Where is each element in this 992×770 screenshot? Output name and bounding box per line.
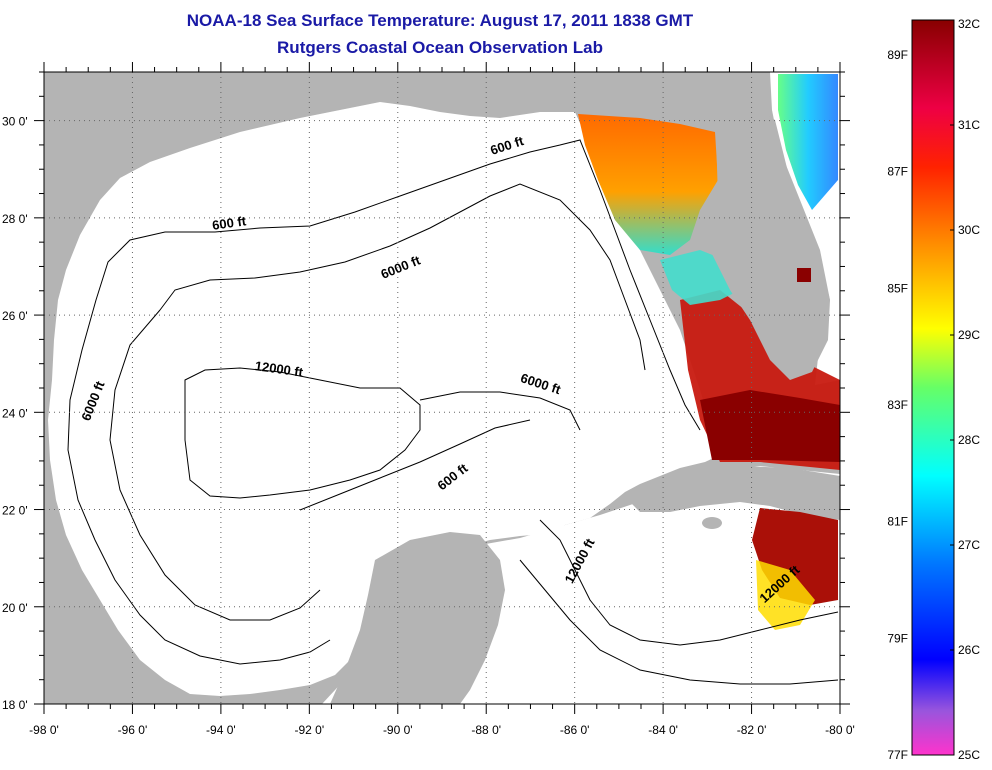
x-tick-label: -92 0' [295, 723, 325, 737]
colorbar-fahrenheit-label: 87F [887, 165, 908, 179]
bathymetry-contours [67, 139, 839, 685]
colorbar-fahrenheit-label: 85F [887, 281, 908, 295]
x-tick-label: -84 0' [648, 723, 678, 737]
colorbar-fahrenheit-label: 83F [887, 398, 908, 412]
map-title: NOAA-18 Sea Surface Temperature: August … [186, 11, 694, 30]
x-axis-labels: -98 0' -96 0' -94 0' -92 0' -90 0' -88 0' -86 … [29, 723, 855, 737]
contour-12000ft [184, 367, 839, 685]
colorbar-fahrenheit-label: 77F [887, 748, 908, 762]
colorbar-celsius-label: 27C [958, 538, 980, 552]
x-tick-label: -96 0' [118, 723, 148, 737]
map-subtitle: Rutgers Coastal Ocean Observation Lab [277, 38, 603, 57]
colorbar-celsius-labels: 32C 31C 30C 29C 28C 27C 26C 25C [950, 17, 980, 762]
colorbar-fahrenheit-labels: 89F 87F 85F 83F 81F 79F 77F [887, 48, 908, 762]
isle-of-youth [702, 517, 722, 529]
axis-ticks [34, 62, 850, 714]
yucatan-land [330, 532, 505, 704]
colorbar-celsius-label: 28C [958, 433, 980, 447]
colorbar-fahrenheit-label: 79F [887, 631, 908, 645]
x-tick-label: -82 0' [737, 723, 767, 737]
colorbar-celsius-label: 32C [958, 17, 980, 31]
x-tick-label: -90 0' [383, 723, 413, 737]
colorbar-celsius-label: 25C [958, 748, 980, 762]
y-tick-label: 30 0' [2, 115, 28, 129]
colorbar-fahrenheit-label: 89F [887, 48, 908, 62]
contour-600ft [67, 139, 701, 665]
x-tick-label: -80 0' [825, 723, 855, 737]
grid-lines [44, 72, 840, 704]
x-tick-label: -98 0' [29, 723, 59, 737]
y-tick-label: 18 0' [2, 698, 28, 712]
contour-6000ft [109, 183, 646, 621]
contour-label: 600 ft [211, 213, 247, 233]
colorbar-celsius-label: 30C [958, 223, 980, 237]
colorbar [911, 19, 955, 756]
gulf-water [48, 102, 720, 696]
y-axis-labels: 18 0' 20 0' 22 0' 24 0' 26 0' 28 0' 30 0' [2, 115, 28, 712]
x-tick-label: -94 0' [206, 723, 236, 737]
y-tick-label: 24 0' [2, 406, 28, 420]
y-tick-label: 22 0' [2, 504, 28, 518]
map-layers [48, 72, 840, 704]
y-tick-label: 26 0' [2, 309, 28, 323]
sst-swath-yucatan-yellow [756, 560, 815, 630]
y-tick-label: 20 0' [2, 601, 28, 615]
contour-label: 12000 ft [254, 358, 305, 380]
colorbar-celsius-label: 26C [958, 643, 980, 657]
x-tick-label: -88 0' [471, 723, 501, 737]
colorbar-celsius-label: 31C [958, 118, 980, 132]
sst-swath-panhandle [578, 114, 718, 255]
colorbar-fahrenheit-label: 81F [887, 515, 908, 529]
lake-okeechobee-sst [797, 268, 811, 282]
sst-swath-atlantic [778, 74, 838, 210]
x-tick-label: -86 0' [560, 723, 590, 737]
cuba-land [628, 466, 840, 520]
sst-swath-southwest [700, 390, 840, 462]
y-tick-label: 28 0' [2, 212, 28, 226]
colorbar-celsius-label: 29C [958, 328, 980, 342]
florida-land [710, 110, 830, 380]
